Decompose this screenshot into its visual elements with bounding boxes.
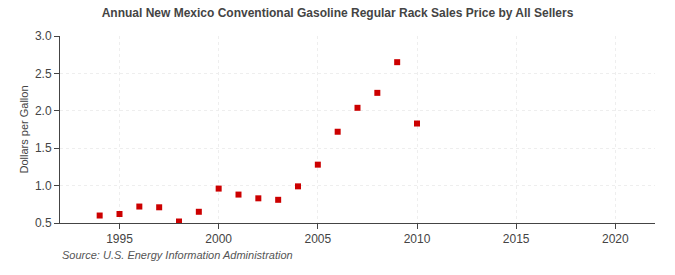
svg-text:2020: 2020	[602, 232, 629, 246]
svg-text:2.5: 2.5	[35, 67, 52, 81]
svg-text:Source: U.S. Energy Informatio: Source: U.S. Energy Information Administ…	[62, 249, 293, 261]
svg-text:2005: 2005	[304, 232, 331, 246]
svg-text:1.5: 1.5	[35, 141, 52, 155]
svg-text:2015: 2015	[503, 232, 530, 246]
svg-text:Dollars per Gallon: Dollars per Gallon	[18, 85, 30, 173]
svg-text:2010: 2010	[404, 232, 431, 246]
svg-text:Annual New Mexico Conventional: Annual New Mexico Conventional Gasoline …	[102, 6, 574, 20]
svg-text:0.5: 0.5	[35, 216, 52, 230]
svg-text:3.0: 3.0	[35, 29, 52, 43]
svg-text:1.0: 1.0	[35, 179, 52, 193]
svg-text:2.0: 2.0	[35, 104, 52, 118]
svg-text:2000: 2000	[205, 232, 232, 246]
svg-text:1995: 1995	[106, 232, 133, 246]
